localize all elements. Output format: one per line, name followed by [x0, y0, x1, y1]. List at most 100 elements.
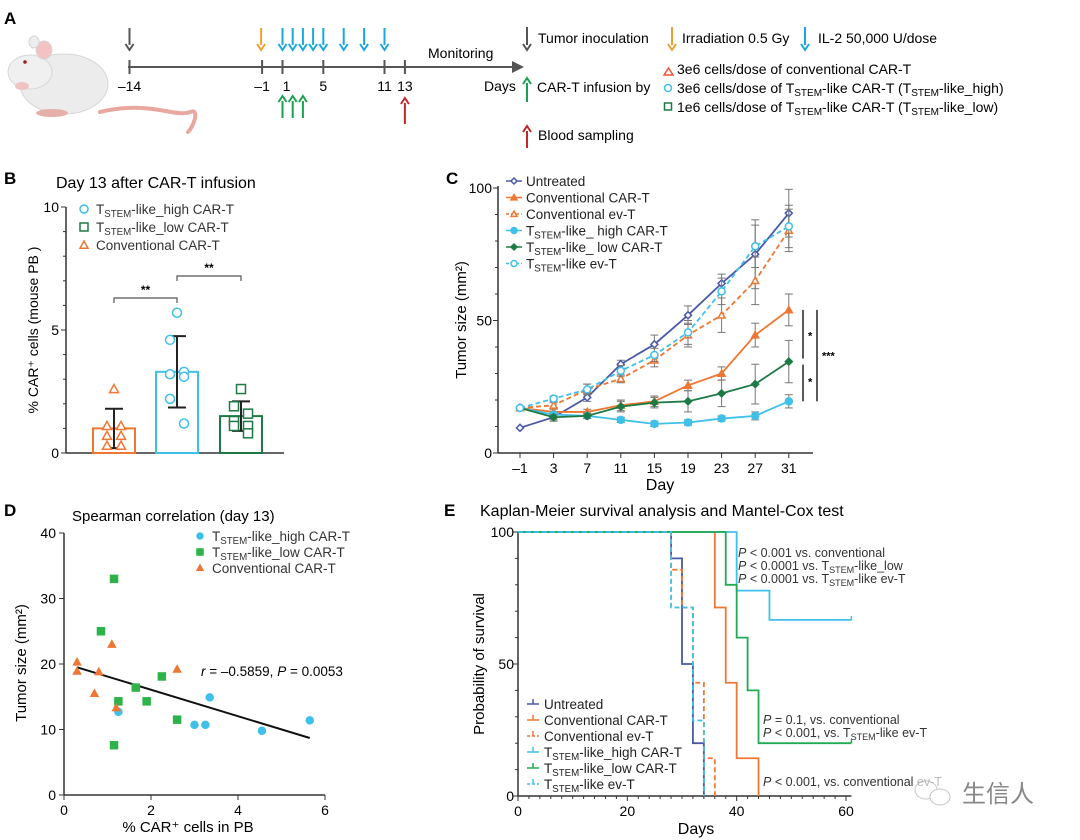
legend-item: TSTEM-like_ high CAR-T [526, 224, 668, 242]
legend-line-icon [527, 731, 539, 737]
x-tick-label: 0 [514, 803, 522, 819]
series-line [519, 360, 790, 419]
panel-label-a: A [4, 9, 16, 28]
days-label: Days [484, 78, 516, 94]
il2-arrow-icon [359, 28, 369, 52]
significance-bracket [176, 275, 242, 281]
data-point [515, 423, 525, 433]
significance-label: ** [141, 283, 151, 297]
il2-arrow-icon [308, 28, 318, 52]
irradiation-arrow-icon [256, 28, 266, 52]
data-point [111, 702, 121, 712]
data-point [750, 379, 760, 389]
series-tstem-like-ev-t [515, 204, 794, 413]
data-point [107, 639, 117, 648]
legend-item: Conventional CAR-T [526, 191, 650, 206]
data-point [72, 666, 82, 675]
panel-c-ylabel: Tumor size (mm²) [453, 261, 470, 379]
blood-sampling-arrow-icon [400, 96, 410, 124]
data-point [89, 688, 100, 698]
legend-item: TSTEM-like_high CAR-T [96, 202, 234, 220]
panel-e: Kaplan-Meier survival analysis and Mante… [471, 503, 942, 838]
data-point [515, 403, 525, 413]
series-tstem-like-high-car-t [515, 394, 794, 429]
data-point [164, 369, 176, 380]
data-point [582, 385, 592, 394]
panel-d-title: Spearman correlation (day 13) [72, 508, 275, 525]
panel-d: Spearman correlation (day 13) Tumor size… [13, 508, 350, 836]
data-point [305, 716, 315, 725]
x-tick-label: 4 [234, 802, 242, 818]
data-point [131, 683, 141, 692]
legend-item: TSTEM-like_low CAR-T [544, 761, 677, 779]
data-point [582, 411, 592, 421]
panel-a: –14 –1 1 5 11 13 Monitoring Days Tumor inocul… [7, 27, 1004, 148]
x-tick-label: 23 [714, 460, 730, 476]
data-point [784, 397, 794, 406]
legend-line-icon [527, 763, 539, 769]
legend-irradiation-arrow-icon [667, 27, 677, 52]
timeline-ticks: –14 –1 1 5 11 13 [118, 60, 413, 94]
correlation-annotation: r = –0.5859, P = 0.0053 [201, 664, 343, 679]
data-point [115, 439, 127, 450]
data-point [228, 420, 240, 432]
p-value-annotation: P < 0.001 vs. conventional [738, 546, 885, 560]
legend-marker-icon [195, 563, 205, 572]
tumor-inoculation-arrow-icon [124, 28, 135, 52]
panel-label-b: B [4, 169, 16, 188]
significance-label: *** [822, 351, 836, 363]
timeline-legend: Tumor inoculation Irradiation 0.5 Gy IL-… [522, 27, 1004, 148]
panel-b: Day 13 after CAR-T infusion % CAR⁺ cells… [25, 175, 284, 461]
data-point [172, 664, 182, 673]
data-point [178, 371, 190, 382]
data-point [72, 656, 82, 666]
data-point [242, 408, 254, 419]
cart-infusion-arrow-icon [277, 94, 288, 118]
x-tick-label: 11 [614, 460, 629, 476]
significance-markers: ***** [802, 309, 836, 402]
data-point [235, 383, 247, 395]
data-point [190, 720, 199, 730]
legend-marker-icon [196, 548, 204, 556]
panel-e-title: Kaplan-Meier survival analysis and Mante… [480, 503, 844, 520]
data-point [115, 429, 127, 441]
dose-conventional: 3e6 cells/dose of conventional CAR-T [677, 61, 912, 77]
x-tick-label: 6 [321, 802, 329, 818]
legend-marker-icon [509, 176, 519, 186]
data-point [649, 398, 659, 408]
square-marker-icon [663, 102, 673, 111]
y-tick-label: 50 [476, 313, 492, 329]
legend-line-icon [527, 747, 539, 753]
panel-e-ylabel: Probability of survival [471, 593, 488, 735]
y-tick-label: 30 [40, 591, 56, 607]
p-value-annotation: P < 0.0001 vs. TSTEM-like ev-T [738, 572, 906, 588]
legend-il2-arrow-icon [800, 27, 810, 52]
data-point [683, 328, 693, 337]
circle-marker-icon [663, 83, 673, 93]
data-point [201, 720, 210, 730]
legend-item: TSTEM-like_high CAR-T [544, 745, 682, 763]
x-tick-label: 15 [647, 460, 663, 476]
triangle-marker-icon [662, 66, 675, 76]
y-tick-label: 100 [469, 180, 493, 196]
y-tick-label: 40 [40, 525, 56, 541]
legend-line-icon [527, 715, 539, 721]
data-point [650, 350, 659, 360]
legend-tumor-inoculation: Tumor inoculation [538, 30, 649, 46]
data-point [784, 304, 794, 314]
timeline-tick-label: 5 [319, 78, 327, 94]
timeline-tick-label: 13 [397, 78, 413, 94]
legend-item: TSTEM-like_low CAR-T [96, 220, 229, 238]
legend-item: TSTEM-like ev-T [526, 257, 617, 275]
data-point [716, 368, 727, 378]
data-point [109, 740, 119, 750]
data-point [242, 428, 254, 439]
timeline-event-arrows [124, 28, 410, 124]
y-tick-label: 0 [48, 787, 56, 803]
legend-marker-icon [196, 532, 204, 540]
data-point [164, 334, 176, 346]
legend-cart-arrow-icon [522, 76, 532, 102]
x-tick-label: 60 [838, 803, 854, 819]
panel-c: Tumor size (mm²) Day 0 50 100 –1 3 7 11 15 19 23 2… [453, 174, 836, 494]
